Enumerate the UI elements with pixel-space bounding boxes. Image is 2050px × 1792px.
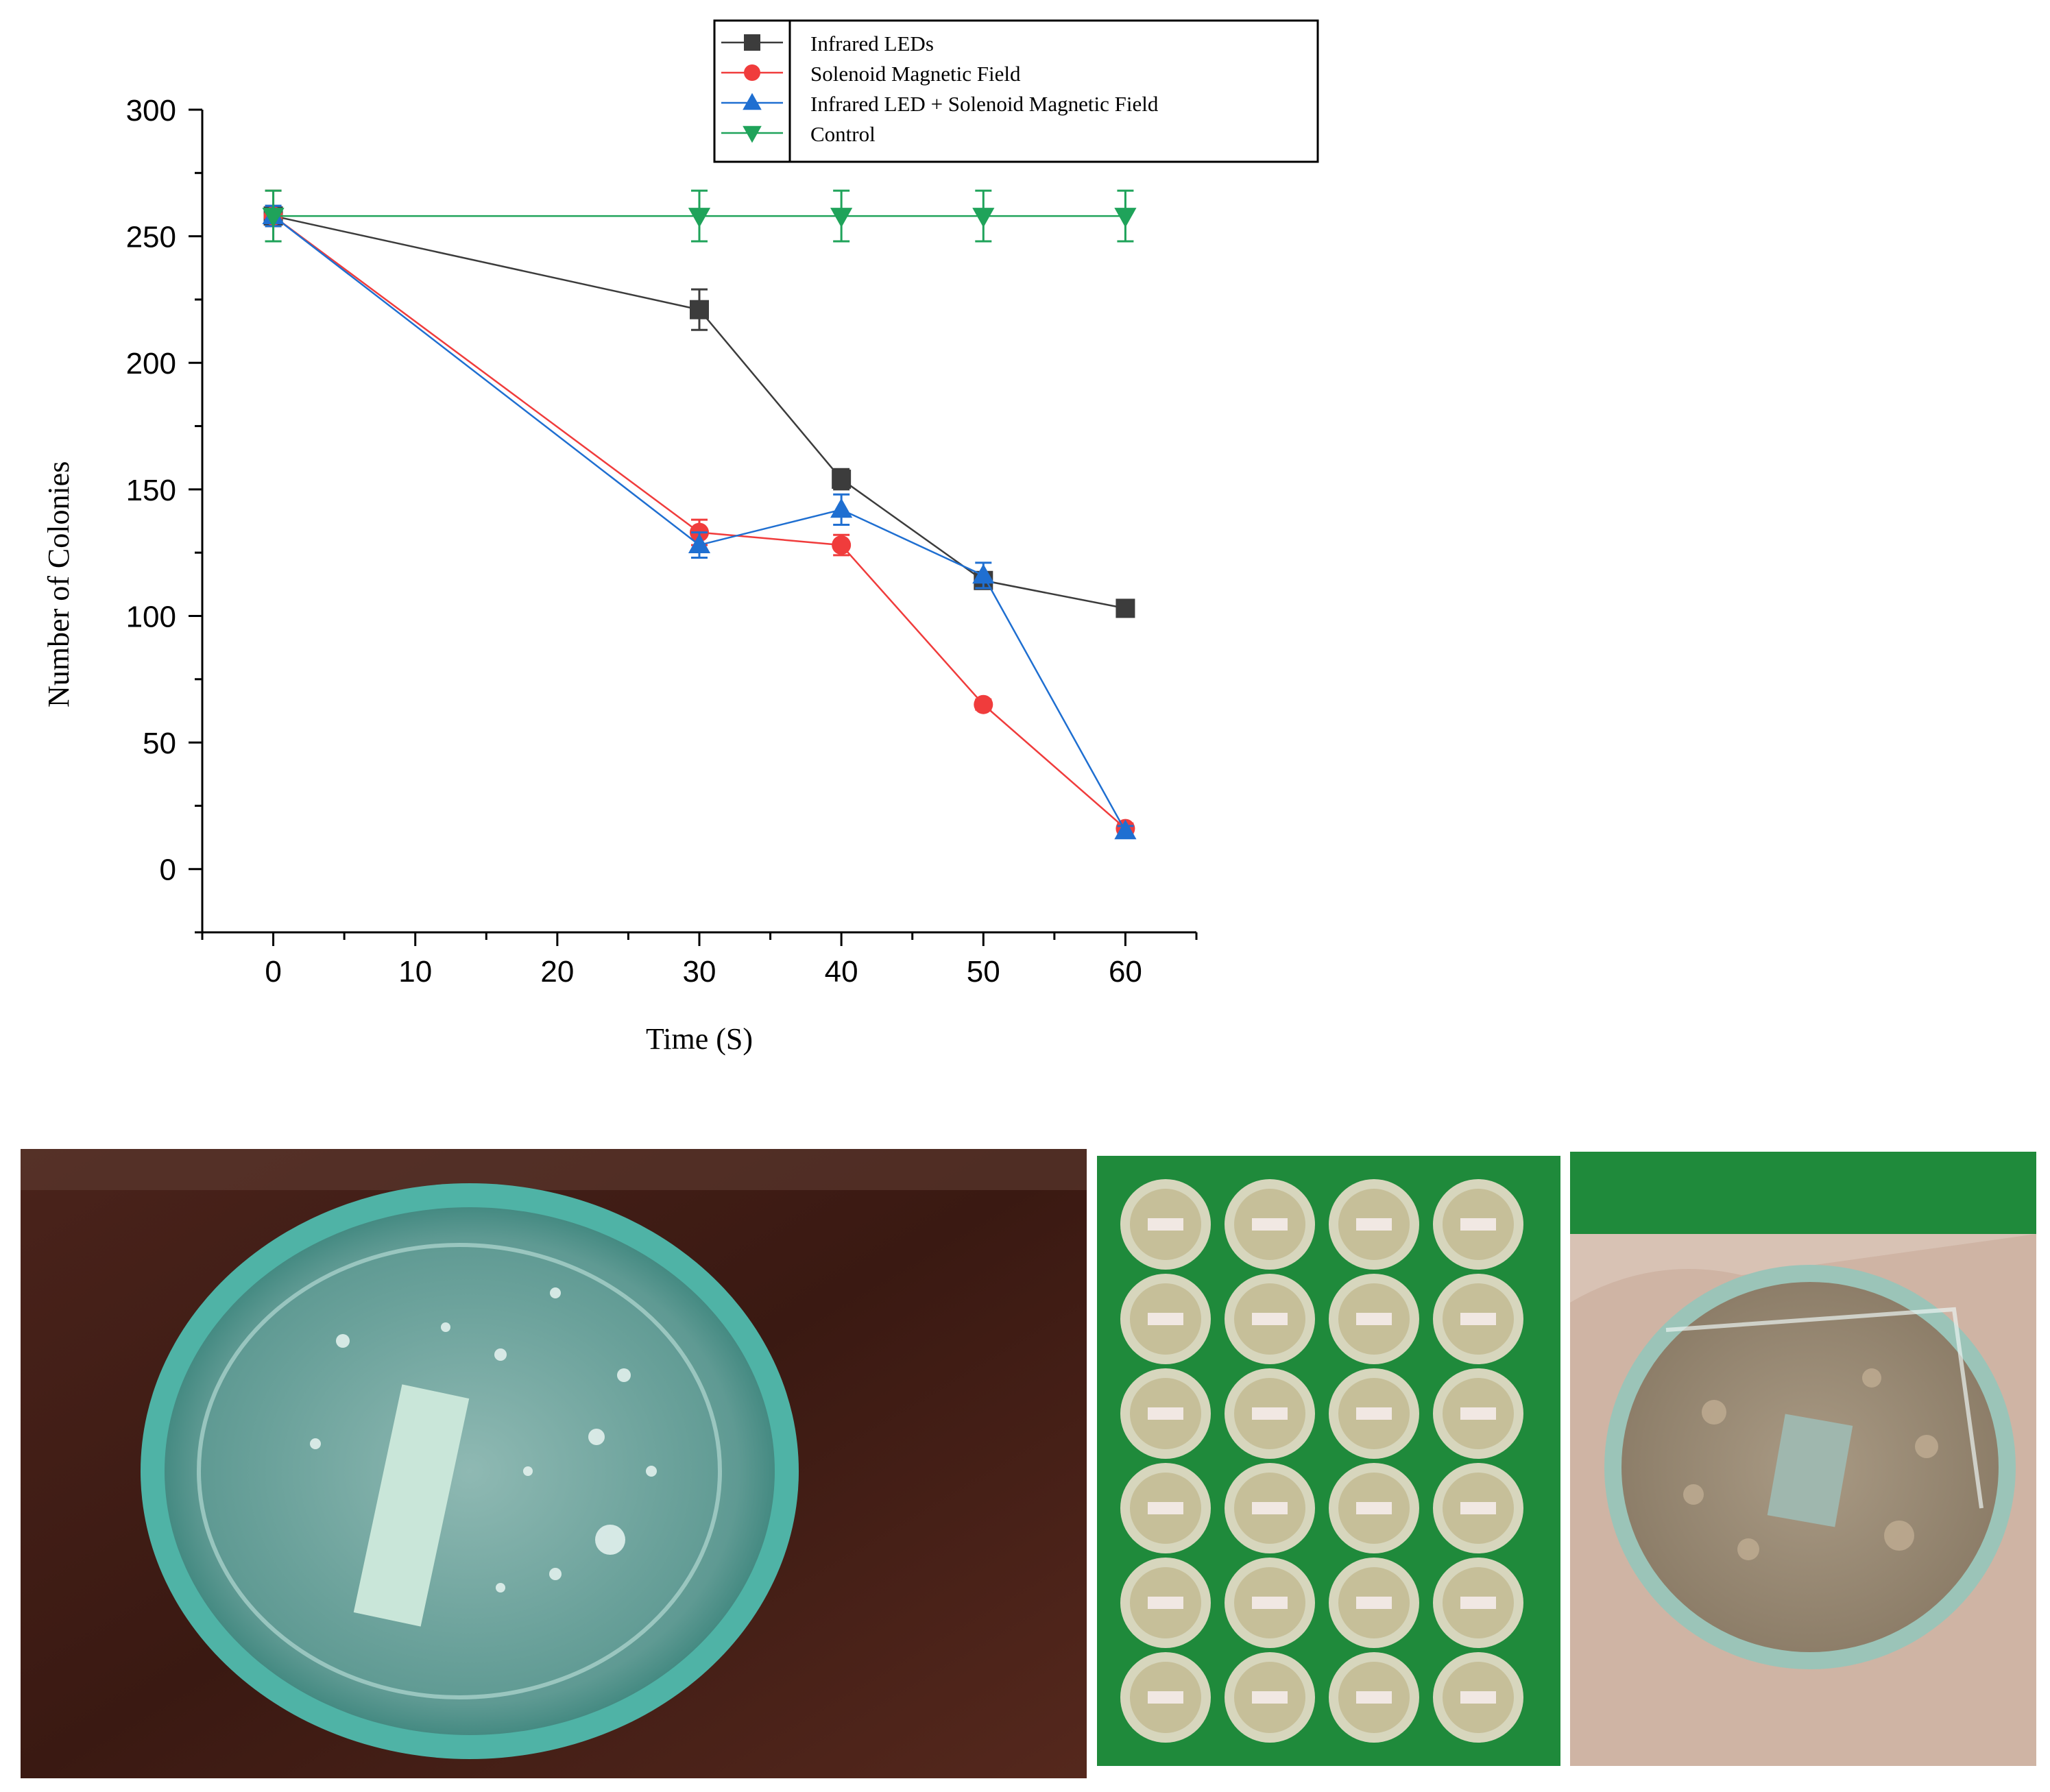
sample-cup xyxy=(1120,1274,1211,1364)
legend-entry: Control xyxy=(810,122,876,146)
x-tick-label: 50 xyxy=(967,955,1000,989)
y-axis-label: Number of Colonies xyxy=(42,461,75,707)
legend-entry: Infrared LED + Solenoid Magnetic Field xyxy=(810,92,1159,116)
data-point xyxy=(830,498,853,518)
x-tick-label: 10 xyxy=(398,955,432,989)
data-point xyxy=(262,208,285,228)
data-point xyxy=(1114,819,1137,840)
x-tick-label: 20 xyxy=(540,955,574,989)
sample-cup xyxy=(1433,1558,1523,1648)
sample-cup xyxy=(1329,1558,1419,1648)
data-point xyxy=(832,470,852,489)
sample-cup xyxy=(1225,1652,1315,1743)
series-group xyxy=(262,204,1137,840)
legend-swatch-marker xyxy=(743,125,762,143)
sample-cup xyxy=(1329,1274,1419,1364)
sample-cup xyxy=(1329,1463,1419,1553)
x-tick-label: 0 xyxy=(265,955,281,989)
y-tick-label: 250 xyxy=(126,221,176,254)
x-tick-label: 40 xyxy=(825,955,858,989)
data-point xyxy=(972,564,995,584)
legend-box xyxy=(713,19,1319,163)
sample-cup xyxy=(1329,1652,1419,1743)
y-tick-label: 150 xyxy=(126,474,176,507)
petri-dish-photo xyxy=(21,1149,1087,1778)
series-group xyxy=(262,189,1137,243)
legend: Infrared LEDs Solenoid Magnetic Field Infr… xyxy=(713,19,1319,163)
data-point xyxy=(688,208,711,228)
legend-entry: Solenoid Magnetic Field xyxy=(810,62,1021,86)
sample-cup xyxy=(1120,1179,1211,1270)
data-point xyxy=(690,300,709,319)
sample-cups-photo xyxy=(1097,1156,1560,1766)
hand-held-dish-photo xyxy=(1570,1152,2036,1766)
y-tick-label: 300 xyxy=(126,94,176,128)
sample-cup xyxy=(1225,1274,1315,1364)
sample-cup xyxy=(1120,1463,1211,1553)
sample-cup xyxy=(1225,1368,1315,1459)
data-point xyxy=(832,535,852,555)
x-tick-label: 30 xyxy=(683,955,716,989)
legend-entry: Infrared LEDs xyxy=(810,32,934,56)
data-point xyxy=(688,533,711,553)
sample-cup xyxy=(1225,1179,1315,1270)
sample-cup xyxy=(1120,1652,1211,1743)
sample-cup xyxy=(1433,1368,1523,1459)
x-axis-label: Time (S) xyxy=(646,1022,753,1056)
sample-cup xyxy=(1225,1558,1315,1648)
sample-cup xyxy=(1120,1558,1211,1648)
sample-cup xyxy=(1433,1274,1523,1364)
y-tick-label: 0 xyxy=(160,853,176,887)
y-tick-label: 200 xyxy=(126,347,176,380)
y-tick-label: 50 xyxy=(143,727,176,760)
data-point xyxy=(972,208,995,228)
x-tick-label: 60 xyxy=(1109,955,1142,989)
sample-cup xyxy=(1433,1463,1523,1553)
y-tick-label: 100 xyxy=(126,600,176,633)
sample-cup xyxy=(1433,1652,1523,1743)
sample-cup xyxy=(1120,1368,1211,1459)
sample-cup xyxy=(1329,1179,1419,1270)
legend-swatch-marker xyxy=(743,93,762,110)
data-point xyxy=(1114,208,1137,228)
data-point xyxy=(830,208,853,228)
sample-cup xyxy=(1225,1463,1315,1553)
data-point xyxy=(974,694,993,714)
sample-cup xyxy=(1433,1179,1523,1270)
axis-ticks: 0 50 100 150 200 250 300 0 10 20 30 40 50 60 xyxy=(126,94,1198,989)
series-layer xyxy=(262,189,1137,840)
legend-swatch-marker xyxy=(744,64,760,81)
legend-swatch-marker xyxy=(744,34,760,51)
data-point xyxy=(1116,598,1135,618)
sample-cup xyxy=(1329,1368,1419,1459)
